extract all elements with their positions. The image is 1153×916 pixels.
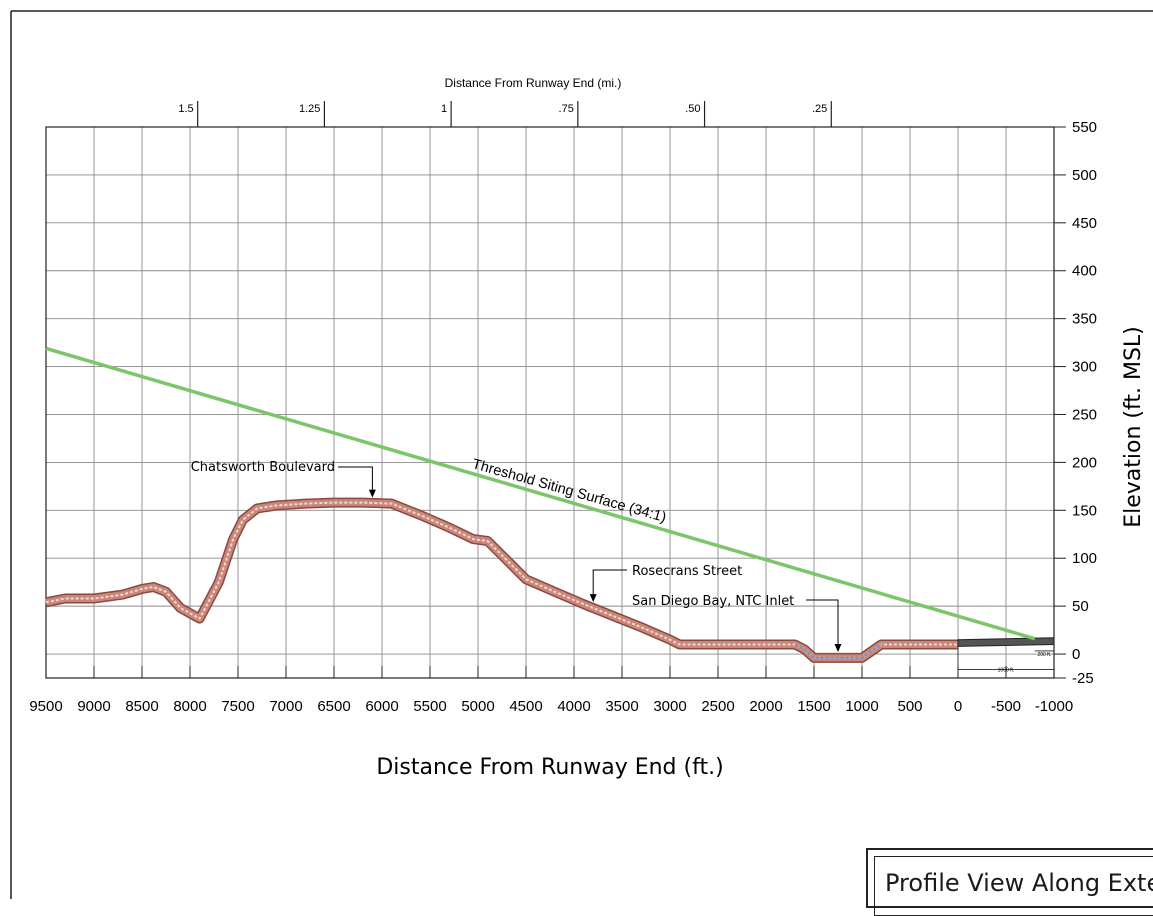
- figure-title-inner-frame: Profile View Along Exte: [874, 856, 1153, 916]
- x-tick-label: 3000: [653, 698, 686, 715]
- top-tick-label: .75: [559, 103, 574, 115]
- x-tick-label: 9500: [29, 698, 62, 715]
- ntc-inlet-leader: [806, 599, 839, 644]
- x-tick-label: -500: [991, 698, 1021, 715]
- figure-title: Profile View Along Exte: [885, 869, 1153, 897]
- series-group: [45, 346, 1055, 663]
- ntc-inlet-label: San Diego Bay, NTC Inlet: [632, 594, 794, 609]
- scale-1000ft-label: 1000 ft.: [998, 667, 1015, 673]
- chatsworth-boulevard-arrow: [368, 489, 376, 498]
- ntc-inlet-arrow: [834, 643, 842, 652]
- x-tick-label: 1500: [797, 698, 830, 715]
- terrain-profile-outline: [45, 497, 958, 663]
- x-tick-label: 5500: [413, 698, 446, 715]
- x-tick-label: 7500: [221, 698, 254, 715]
- top-axis-title: Distance From Runway End (mi.): [445, 76, 622, 90]
- y-tick-label: 100: [1072, 550, 1097, 567]
- scale-200ft-label: 200 ft.: [1037, 652, 1051, 658]
- y-tick-label: 300: [1072, 359, 1097, 376]
- x-tick-label: 3500: [605, 698, 638, 715]
- rosecrans-street-arrow: [589, 594, 597, 603]
- grid-lines: [46, 127, 1054, 678]
- water-edge: [794, 643, 882, 659]
- threshold-siting-surface-line: [45, 346, 1036, 641]
- x-tick-label: 5000: [461, 698, 494, 715]
- x-tick-label: 2500: [701, 698, 734, 715]
- y-tick-label: -25: [1072, 670, 1094, 687]
- x-tick-label: 4000: [557, 698, 590, 715]
- x-tick-label: 6000: [365, 698, 398, 715]
- y-tick-label: 550: [1072, 119, 1097, 136]
- chatsworth-boulevard-label: Chatsworth Boulevard: [191, 460, 335, 475]
- x-tick-label: 2000: [749, 698, 782, 715]
- x-tick-label: 6500: [317, 698, 350, 715]
- top-tick-label: .50: [685, 103, 700, 115]
- x-tick-label: -1000: [1035, 698, 1073, 715]
- runway-shape: [957, 637, 1055, 647]
- y-tick-label: 0: [1072, 646, 1080, 663]
- terrain-profile-hatch: [45, 501, 958, 659]
- figure-title-box: Profile View Along Exte: [866, 848, 1153, 916]
- top-tick-label: 1.25: [299, 103, 320, 115]
- y-tick-label: 200: [1072, 454, 1097, 471]
- y-tick-label: 400: [1072, 263, 1097, 280]
- chatsworth-boulevard-leader: [338, 466, 373, 490]
- y-axis-title: Elevation (ft. MSL): [1121, 326, 1146, 528]
- x-axis-title: Distance From Runway End (ft.): [376, 755, 723, 780]
- y-tick-label: 500: [1072, 167, 1097, 184]
- x-tick-label: 7000: [269, 698, 302, 715]
- top-axis-ticks: 1.5 1.25 1 .75 .50 .25: [46, 101, 1054, 128]
- y-tick-label: 250: [1072, 406, 1097, 423]
- x-tick-label: 9000: [77, 698, 110, 715]
- terrain-profile-line: [45, 499, 958, 662]
- rosecrans-street-leader: [592, 569, 627, 595]
- x-axis-ticks: 9500 9000 8500 8000 7500 7000 6500 6000 5500 5000…: [29, 666, 1073, 715]
- runway-scale: 200 ft. 1000 ft.: [957, 646, 1055, 673]
- plot-frame: [45, 126, 1055, 679]
- x-tick-label: 500: [897, 698, 922, 715]
- x-tick-label: 1000: [845, 698, 878, 715]
- x-tick-label: 4500: [509, 698, 542, 715]
- rosecrans-street-label: Rosecrans Street: [632, 564, 742, 579]
- top-tick-label: 1: [441, 103, 447, 115]
- threshold-siting-surface-label: Threshold Siting Surface (34:1): [470, 456, 668, 526]
- y-tick-label: 350: [1072, 311, 1097, 328]
- x-tick-label: 8000: [173, 698, 206, 715]
- y-tick-label: 450: [1072, 215, 1097, 232]
- x-tick-label: 0: [954, 698, 962, 715]
- x-tick-label: 8500: [125, 698, 158, 715]
- y-tick-label: 50: [1072, 598, 1089, 615]
- y-tick-label: 150: [1072, 502, 1097, 519]
- top-tick-label: .25: [812, 103, 827, 115]
- top-tick-label: 1.5: [178, 103, 193, 115]
